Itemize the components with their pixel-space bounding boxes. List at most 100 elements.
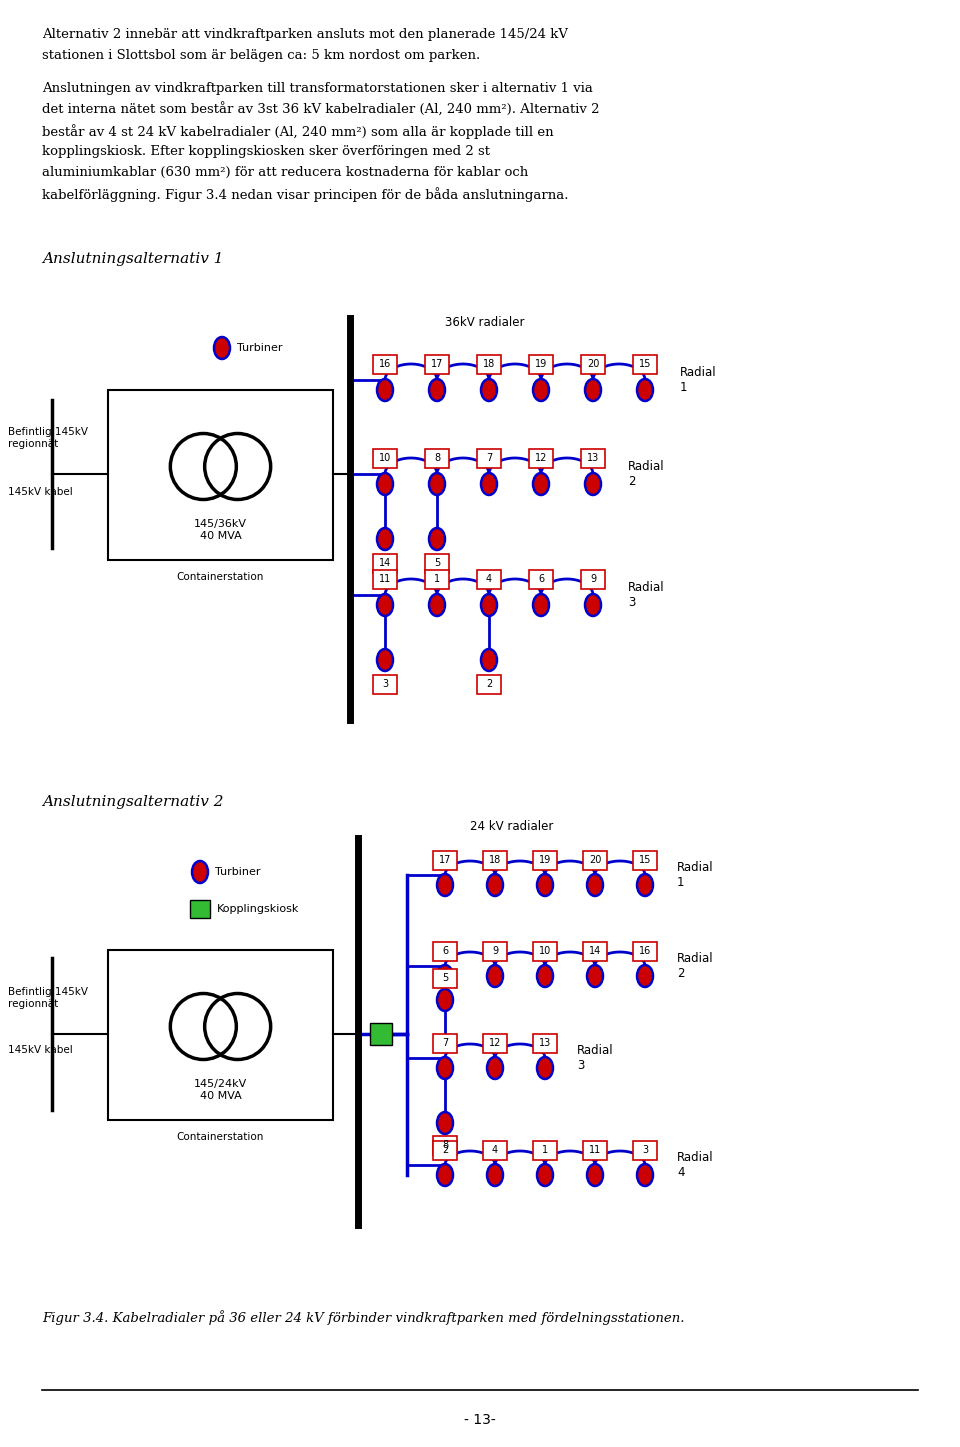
Text: Containerstation: Containerstation bbox=[177, 1132, 264, 1142]
Text: 13: 13 bbox=[539, 1037, 551, 1048]
Ellipse shape bbox=[487, 1163, 503, 1187]
Ellipse shape bbox=[377, 473, 393, 495]
FancyBboxPatch shape bbox=[483, 851, 507, 870]
Text: Befintlig 145kV
regionnät: Befintlig 145kV regionnät bbox=[8, 427, 88, 449]
FancyBboxPatch shape bbox=[433, 942, 457, 961]
Ellipse shape bbox=[429, 473, 445, 495]
Text: 7: 7 bbox=[442, 1037, 448, 1048]
FancyBboxPatch shape bbox=[477, 355, 501, 373]
Ellipse shape bbox=[192, 861, 208, 883]
Ellipse shape bbox=[537, 965, 553, 987]
Text: 7: 7 bbox=[486, 453, 492, 463]
FancyBboxPatch shape bbox=[483, 1140, 507, 1159]
Text: 6: 6 bbox=[538, 574, 544, 585]
Text: 8: 8 bbox=[442, 1140, 448, 1150]
Bar bbox=[190, 900, 210, 917]
FancyBboxPatch shape bbox=[583, 942, 607, 961]
FancyBboxPatch shape bbox=[581, 570, 605, 589]
Ellipse shape bbox=[585, 379, 601, 401]
Text: 24 kV radialer: 24 kV radialer bbox=[470, 820, 553, 833]
Text: Anslutningsalternativ 1: Anslutningsalternativ 1 bbox=[42, 252, 224, 266]
Ellipse shape bbox=[585, 595, 601, 616]
FancyBboxPatch shape bbox=[425, 554, 449, 573]
Text: 3: 3 bbox=[382, 679, 388, 689]
Text: 20: 20 bbox=[588, 855, 601, 865]
Text: 18: 18 bbox=[489, 855, 501, 865]
FancyBboxPatch shape bbox=[433, 1136, 457, 1155]
Ellipse shape bbox=[533, 379, 549, 401]
Text: Radial
3: Radial 3 bbox=[628, 582, 664, 609]
Ellipse shape bbox=[585, 473, 601, 495]
FancyBboxPatch shape bbox=[425, 570, 449, 589]
FancyBboxPatch shape bbox=[581, 449, 605, 467]
Text: 2: 2 bbox=[486, 679, 492, 689]
FancyBboxPatch shape bbox=[477, 570, 501, 589]
Ellipse shape bbox=[429, 379, 445, 401]
FancyBboxPatch shape bbox=[583, 1140, 607, 1159]
Text: kopplingskiosk. Efter kopplingskiosken sker överföringen med 2 st: kopplingskiosk. Efter kopplingskiosken s… bbox=[42, 145, 490, 158]
Text: består av 4 st 24 kV kabelradialer (Al, 240 mm²) som alla är kopplade till en: består av 4 st 24 kV kabelradialer (Al, … bbox=[42, 124, 554, 139]
Text: 145kV kabel: 145kV kabel bbox=[8, 1045, 73, 1055]
Text: 9: 9 bbox=[590, 574, 596, 585]
Text: Radial
1: Radial 1 bbox=[677, 861, 713, 888]
Text: aluminiumkablar (630 mm²) för att reducera kostnaderna för kablar och: aluminiumkablar (630 mm²) för att reduce… bbox=[42, 166, 528, 179]
FancyBboxPatch shape bbox=[533, 851, 557, 870]
Text: 12: 12 bbox=[489, 1037, 501, 1048]
Text: 16: 16 bbox=[638, 946, 651, 956]
FancyBboxPatch shape bbox=[529, 355, 553, 373]
Text: 145/36kV
40 MVA: 145/36kV 40 MVA bbox=[194, 519, 247, 541]
Text: Radial
1: Radial 1 bbox=[680, 366, 716, 394]
Ellipse shape bbox=[487, 965, 503, 987]
Text: 4: 4 bbox=[492, 1145, 498, 1155]
FancyBboxPatch shape bbox=[373, 554, 397, 573]
Ellipse shape bbox=[437, 965, 453, 987]
Text: Containerstation: Containerstation bbox=[177, 572, 264, 582]
Ellipse shape bbox=[214, 337, 230, 359]
FancyBboxPatch shape bbox=[373, 355, 397, 373]
Text: 11: 11 bbox=[588, 1145, 601, 1155]
Ellipse shape bbox=[481, 650, 497, 671]
Ellipse shape bbox=[429, 595, 445, 616]
FancyBboxPatch shape bbox=[533, 1140, 557, 1159]
Text: 1: 1 bbox=[434, 574, 440, 585]
Text: Turbiner: Turbiner bbox=[237, 343, 282, 353]
Bar bbox=[108, 391, 333, 560]
Text: Anslutningen av vindkraftparken till transformatorstationen sker i alternativ 1 : Anslutningen av vindkraftparken till tra… bbox=[42, 82, 593, 96]
Ellipse shape bbox=[637, 1163, 653, 1187]
Text: 12: 12 bbox=[535, 453, 547, 463]
Ellipse shape bbox=[437, 1163, 453, 1187]
Text: 6: 6 bbox=[442, 946, 448, 956]
Ellipse shape bbox=[537, 1056, 553, 1079]
FancyBboxPatch shape bbox=[633, 1140, 657, 1159]
Text: 5: 5 bbox=[434, 559, 440, 569]
FancyBboxPatch shape bbox=[373, 674, 397, 693]
Ellipse shape bbox=[487, 1056, 503, 1079]
FancyBboxPatch shape bbox=[529, 570, 553, 589]
Ellipse shape bbox=[637, 874, 653, 896]
Ellipse shape bbox=[587, 965, 603, 987]
FancyBboxPatch shape bbox=[483, 1033, 507, 1052]
FancyBboxPatch shape bbox=[433, 1033, 457, 1052]
Text: 17: 17 bbox=[439, 855, 451, 865]
Text: det interna nätet som består av 3st 36 kV kabelradialer (Al, 240 mm²). Alternati: det interna nätet som består av 3st 36 k… bbox=[42, 103, 599, 117]
Text: 11: 11 bbox=[379, 574, 391, 585]
Text: Figur 3.4. Kabelradialer på 36 eller 24 kV förbinder vindkraftparken med fördeln: Figur 3.4. Kabelradialer på 36 eller 24 … bbox=[42, 1310, 684, 1325]
Text: 2: 2 bbox=[442, 1145, 448, 1155]
Text: Anslutningsalternativ 2: Anslutningsalternativ 2 bbox=[42, 794, 224, 809]
FancyBboxPatch shape bbox=[373, 449, 397, 467]
Ellipse shape bbox=[537, 874, 553, 896]
Text: Befintlig 145kV
regionnät: Befintlig 145kV regionnät bbox=[8, 987, 88, 1009]
FancyBboxPatch shape bbox=[433, 968, 457, 987]
Text: Kopplingskiosk: Kopplingskiosk bbox=[217, 904, 300, 915]
FancyBboxPatch shape bbox=[633, 355, 657, 373]
FancyBboxPatch shape bbox=[633, 851, 657, 870]
Text: 15: 15 bbox=[638, 855, 651, 865]
Text: 19: 19 bbox=[535, 359, 547, 369]
FancyBboxPatch shape bbox=[529, 449, 553, 467]
Text: 10: 10 bbox=[379, 453, 391, 463]
Ellipse shape bbox=[437, 988, 453, 1011]
Text: 19: 19 bbox=[539, 855, 551, 865]
Text: - 13-: - 13- bbox=[464, 1414, 496, 1427]
Text: 15: 15 bbox=[638, 359, 651, 369]
Ellipse shape bbox=[377, 379, 393, 401]
